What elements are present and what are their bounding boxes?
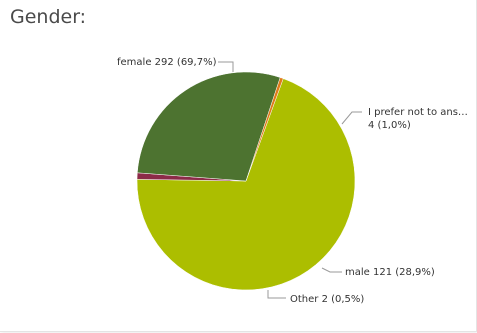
label-prefer-not-line2: 4 (1,0%) [368, 120, 411, 131]
leader-other [267, 290, 286, 299]
pie-slice-male [137, 71, 281, 182]
leader-prefer-not [341, 111, 362, 125]
leader-female [218, 61, 234, 72]
label-other: Other 2 (0,5%) [290, 294, 364, 305]
label-female: female 292 (69,7%) [117, 57, 217, 68]
label-male: male 121 (28,9%) [345, 267, 435, 278]
pie-slice-other [245, 77, 284, 182]
leader-male [321, 267, 342, 273]
pie-slices [136, 71, 356, 291]
label-prefer-not-line1: I prefer not to ans… [368, 107, 468, 118]
pie-slice-female [136, 78, 356, 291]
chart-title: Gender: [10, 6, 87, 28]
